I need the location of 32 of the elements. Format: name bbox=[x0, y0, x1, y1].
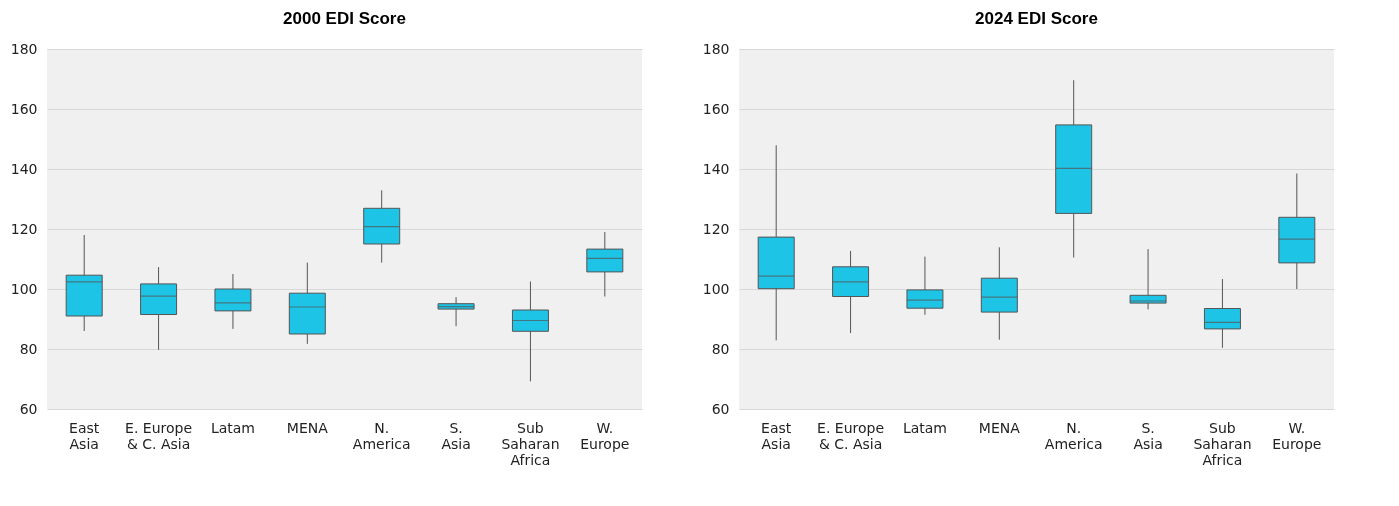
y-tick-label: 120 bbox=[702, 220, 730, 237]
x-tick-label: Latam bbox=[210, 419, 255, 436]
x-tick-label: E. Europe & C. Asia bbox=[125, 419, 193, 452]
x-tick-label: W. Europe bbox=[1272, 419, 1322, 452]
x-tick-label: East Asia bbox=[69, 419, 100, 452]
y-tick-label: 100 bbox=[702, 280, 730, 297]
chart-title: 2024 EDI Score bbox=[975, 9, 1098, 28]
y-tick-label: 140 bbox=[702, 160, 730, 177]
x-tick-label: Latam bbox=[902, 419, 947, 436]
y-tick-label: 100 bbox=[10, 280, 38, 297]
y-tick-label: 160 bbox=[702, 100, 730, 117]
y-tick-label: 80 bbox=[711, 340, 730, 357]
x-tick-label: N. America bbox=[1044, 419, 1103, 452]
y-tick-label: 60 bbox=[711, 400, 730, 417]
y-tick-label: 160 bbox=[10, 100, 38, 117]
y-tick-label: 180 bbox=[702, 40, 730, 57]
x-tick-label: MENA bbox=[286, 419, 329, 436]
x-tick-label: East Asia bbox=[761, 419, 792, 452]
x-tick-label: MENA bbox=[978, 419, 1021, 436]
x-tick-label: S. Asia bbox=[1133, 419, 1163, 452]
x-tick-label: E. Europe & C. Asia bbox=[817, 419, 885, 452]
y-tick-label: 180 bbox=[10, 40, 38, 57]
x-tick-label: W. Europe bbox=[580, 419, 630, 452]
y-tick-label: 80 bbox=[19, 340, 38, 357]
x-tick-label: Sub Saharan Africa bbox=[1193, 419, 1252, 468]
y-tick-label: 120 bbox=[10, 220, 38, 237]
y-tick-label: 140 bbox=[10, 160, 38, 177]
x-tick-label: S. Asia bbox=[441, 419, 471, 452]
x-tick-label: Sub Saharan Africa bbox=[501, 419, 560, 468]
chart-title: 2000 EDI Score bbox=[283, 9, 406, 28]
y-tick-label: 60 bbox=[19, 400, 38, 417]
x-tick-label: N. America bbox=[352, 419, 411, 452]
